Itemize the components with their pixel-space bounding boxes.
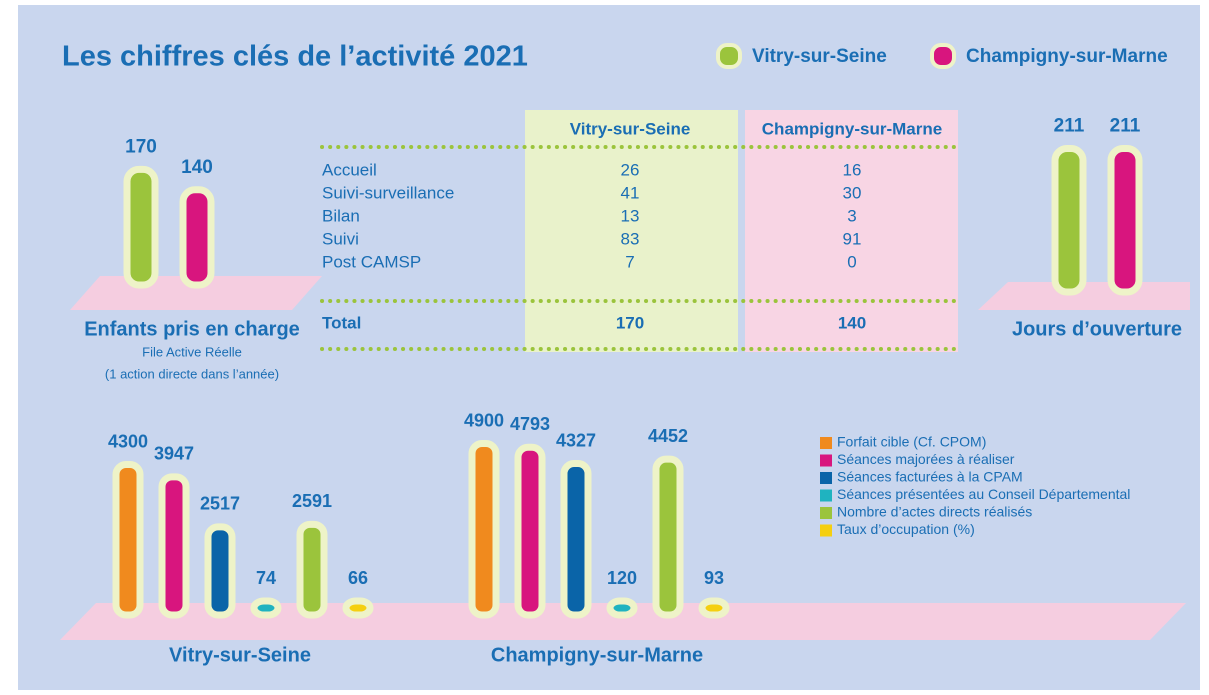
bar xyxy=(652,455,684,619)
legend-swatch xyxy=(820,454,832,467)
bar xyxy=(698,597,730,619)
row-label: Bilan xyxy=(322,206,360,225)
value-label: 211 xyxy=(1110,116,1141,137)
cell: 3 xyxy=(847,206,856,225)
cell: 13 xyxy=(621,206,640,225)
chart-title: Jours d’ouverture xyxy=(1012,318,1182,340)
table-rules xyxy=(320,145,960,351)
value-label: 4452 xyxy=(648,426,688,446)
value-label: 2517 xyxy=(200,494,240,514)
row-label: Accueil xyxy=(322,160,377,179)
value-label: 93 xyxy=(704,568,724,588)
category-label: Vitry-sur-Seine xyxy=(169,644,311,666)
value-label: 4327 xyxy=(556,430,596,450)
value-label: 120 xyxy=(607,568,637,588)
value-label: 4300 xyxy=(108,431,148,451)
bar xyxy=(179,186,215,289)
legend-label: Forfait cible (Cf. CPOM) xyxy=(837,434,986,450)
bar xyxy=(112,461,144,619)
bar xyxy=(1051,145,1087,296)
legend-label: Vitry-sur-Seine xyxy=(752,46,887,67)
value-label: 66 xyxy=(348,568,368,588)
bar xyxy=(204,523,236,619)
legend-label: Taux d’occupation (%) xyxy=(837,521,975,537)
value-label: 4900 xyxy=(464,410,504,430)
value-label: 170 xyxy=(125,136,157,157)
value-label: 211 xyxy=(1054,116,1085,137)
bar xyxy=(514,443,546,619)
bar xyxy=(250,597,282,619)
bar xyxy=(123,165,159,289)
total-cell: 170 xyxy=(616,313,644,332)
table-column-bg xyxy=(525,110,738,352)
table-header: Champigny-sur-Marne xyxy=(762,119,942,138)
platform xyxy=(60,603,1186,640)
legend-swatch xyxy=(820,524,832,537)
category-label: Champigny-sur-Marne xyxy=(491,644,703,666)
bar xyxy=(606,597,638,619)
row-label: Post CAMSP xyxy=(322,252,421,271)
total-cell: 140 xyxy=(838,313,866,332)
bar xyxy=(560,460,592,619)
cell: 16 xyxy=(843,160,862,179)
chart-subtitle: File Active Réelle xyxy=(142,344,242,359)
legend-swatch xyxy=(716,43,742,69)
legend-label: Séances majorées à réaliser xyxy=(837,451,1015,467)
chart-title: Enfants pris en charge xyxy=(84,318,300,340)
bar xyxy=(342,597,374,619)
value-label: 140 xyxy=(181,157,213,178)
cell: 30 xyxy=(843,183,862,202)
legend-label: Séances présentées au Conseil Départemen… xyxy=(837,486,1130,502)
value-label: 3947 xyxy=(154,444,194,464)
bar xyxy=(468,440,500,619)
cell: 0 xyxy=(847,252,856,271)
row-label: Suivi-surveillance xyxy=(322,183,454,202)
table-header: Vitry-sur-Seine xyxy=(570,119,691,138)
legend-swatch xyxy=(930,43,956,69)
bar xyxy=(296,520,328,619)
legend-label: Champigny-sur-Marne xyxy=(966,46,1168,67)
value-label: 74 xyxy=(256,568,276,588)
page-title: Les chiffres clés de l’activité 2021 xyxy=(62,41,528,73)
row-label: Suivi xyxy=(322,229,359,248)
legend-swatch xyxy=(820,472,832,484)
total-label: Total xyxy=(322,313,361,332)
legend-swatch xyxy=(820,437,832,449)
cell: 7 xyxy=(625,252,634,271)
bar xyxy=(1107,145,1143,296)
value-label: 4793 xyxy=(510,414,550,434)
legend-swatch xyxy=(820,507,832,519)
chart-subtitle: (1 action directe dans l’année) xyxy=(105,366,279,381)
value-label: 2591 xyxy=(292,491,332,511)
cell: 83 xyxy=(621,229,640,248)
table-column-bg xyxy=(745,110,958,352)
cell: 41 xyxy=(621,183,640,202)
legend-label: Nombre d’actes directs réalisés xyxy=(837,504,1032,520)
legend-swatch xyxy=(820,489,832,502)
cell: 26 xyxy=(621,160,640,179)
legend-label: Séances facturées à la CPAM xyxy=(837,469,1023,485)
bar xyxy=(158,473,190,619)
cell: 91 xyxy=(843,229,862,248)
